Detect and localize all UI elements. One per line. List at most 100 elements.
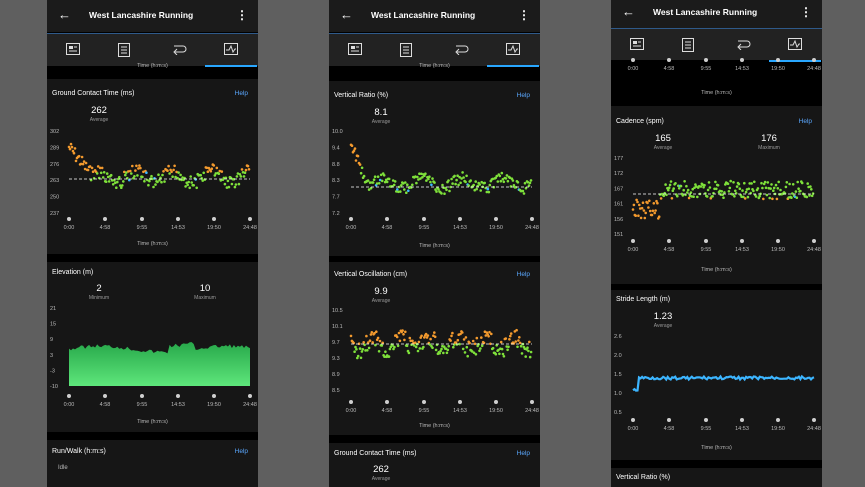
more-vert-icon[interactable]: ⋮ bbox=[236, 8, 248, 22]
x-tick-dot bbox=[667, 239, 671, 243]
data-point bbox=[674, 182, 677, 185]
tab-splits[interactable] bbox=[663, 29, 715, 60]
data-point bbox=[408, 336, 412, 340]
x-tick-dot bbox=[212, 217, 216, 221]
data-point bbox=[134, 169, 137, 172]
data-point bbox=[173, 164, 176, 168]
tab-charts[interactable] bbox=[205, 34, 257, 67]
x-tick-text: 9:55 bbox=[700, 66, 712, 72]
data-point bbox=[451, 182, 454, 185]
tab-splits[interactable] bbox=[381, 34, 433, 65]
vertical-oscillation-chart: 10.5 10.1 9.7 9.3 8.9 8.5 bbox=[332, 308, 533, 394]
data-point bbox=[229, 176, 233, 180]
x-tick-text: 24:48 bbox=[243, 225, 257, 231]
tab-charts[interactable] bbox=[769, 29, 821, 62]
average-stat: 262 Average bbox=[69, 105, 129, 123]
data-point bbox=[769, 187, 772, 190]
data-point bbox=[212, 164, 216, 167]
help-link[interactable]: Help bbox=[516, 271, 530, 278]
data-point bbox=[403, 338, 406, 342]
more-vert-icon[interactable]: ⋮ bbox=[518, 8, 530, 22]
back-arrow-icon[interactable]: ← bbox=[58, 7, 71, 22]
data-point bbox=[391, 179, 395, 182]
data-point bbox=[166, 169, 169, 172]
help-link[interactable]: Help bbox=[798, 118, 812, 125]
data-point bbox=[669, 180, 673, 183]
data-point bbox=[421, 176, 424, 179]
data-point bbox=[445, 351, 449, 355]
data-point bbox=[222, 176, 226, 180]
data-point bbox=[385, 180, 389, 184]
data-point bbox=[397, 190, 400, 194]
data-point bbox=[741, 189, 744, 192]
x-tick-dot bbox=[631, 418, 635, 422]
data-point bbox=[799, 189, 802, 193]
data-point bbox=[443, 192, 446, 195]
data-point bbox=[464, 180, 467, 184]
data-point bbox=[479, 347, 482, 350]
data-point bbox=[224, 176, 228, 180]
data-point bbox=[506, 179, 510, 183]
y-tick-label: 250 bbox=[50, 195, 59, 201]
data-point bbox=[350, 144, 354, 147]
data-point bbox=[519, 344, 523, 348]
data-point bbox=[723, 191, 726, 194]
tab-laps[interactable] bbox=[716, 29, 768, 60]
back-arrow-icon[interactable]: ← bbox=[622, 4, 635, 19]
x-tick-text: 4:58 bbox=[381, 408, 393, 414]
data-point bbox=[185, 181, 188, 185]
x-tick-dot bbox=[67, 217, 71, 221]
back-arrow-icon[interactable]: ← bbox=[340, 7, 353, 22]
data-point bbox=[373, 175, 377, 178]
data-point bbox=[209, 169, 213, 173]
data-point bbox=[515, 328, 518, 332]
data-point bbox=[109, 173, 113, 177]
data-point bbox=[352, 149, 356, 152]
x-tick-dot bbox=[530, 217, 534, 221]
help-link[interactable]: Help bbox=[516, 450, 530, 457]
tab-laps[interactable] bbox=[434, 34, 486, 65]
data-point bbox=[708, 186, 712, 189]
data-point bbox=[491, 346, 495, 350]
data-point bbox=[462, 338, 466, 341]
data-point bbox=[159, 176, 162, 180]
x-tick-text: 24:48 bbox=[807, 66, 821, 72]
tab-summary[interactable] bbox=[611, 29, 663, 60]
data-point bbox=[437, 188, 440, 191]
x-tick-label: 24:48 bbox=[799, 239, 822, 253]
data-point bbox=[785, 181, 789, 184]
data-point bbox=[381, 341, 384, 345]
more-vert-icon[interactable]: ⋮ bbox=[800, 5, 812, 19]
tab-splits[interactable] bbox=[99, 34, 151, 65]
data-point bbox=[422, 345, 425, 349]
stride-length-card: Stride Length (m) 1.23 Average 2.6 2.0 1.5… bbox=[611, 290, 822, 460]
tab-summary[interactable] bbox=[329, 34, 381, 65]
card-title: Elevation (m) bbox=[52, 269, 94, 276]
y-tick-label: 8.8 bbox=[332, 162, 340, 168]
data-point bbox=[791, 192, 794, 195]
data-point bbox=[378, 178, 382, 182]
data-point bbox=[647, 206, 650, 209]
data-point bbox=[779, 188, 782, 192]
tab-laps[interactable] bbox=[152, 34, 204, 65]
y-tick-label: 7.7 bbox=[332, 195, 340, 201]
data-point bbox=[202, 171, 205, 175]
data-point bbox=[171, 175, 174, 178]
help-link[interactable]: Help bbox=[234, 448, 248, 455]
x-tick-text: 0:00 bbox=[63, 225, 75, 231]
tab-charts[interactable] bbox=[487, 34, 539, 67]
minimum-stat: 2 Minimum bbox=[69, 283, 129, 301]
tab-summary[interactable] bbox=[47, 34, 99, 65]
x-tick-label: 19:50 bbox=[481, 217, 511, 231]
data-point bbox=[429, 180, 432, 184]
help-link[interactable]: Help bbox=[516, 92, 530, 99]
x-tick-dot bbox=[812, 239, 816, 243]
data-point bbox=[445, 188, 448, 192]
data-point bbox=[113, 178, 116, 182]
help-link[interactable]: Help bbox=[234, 90, 248, 97]
data-point bbox=[366, 349, 369, 352]
x-tick-label: 14:53 bbox=[445, 217, 475, 231]
phone-screen-1: ← West Lancashire Running ⋮ Time (h:m:s)… bbox=[47, 0, 258, 487]
y-tick-label: 161 bbox=[614, 202, 623, 208]
data-point bbox=[508, 176, 512, 179]
